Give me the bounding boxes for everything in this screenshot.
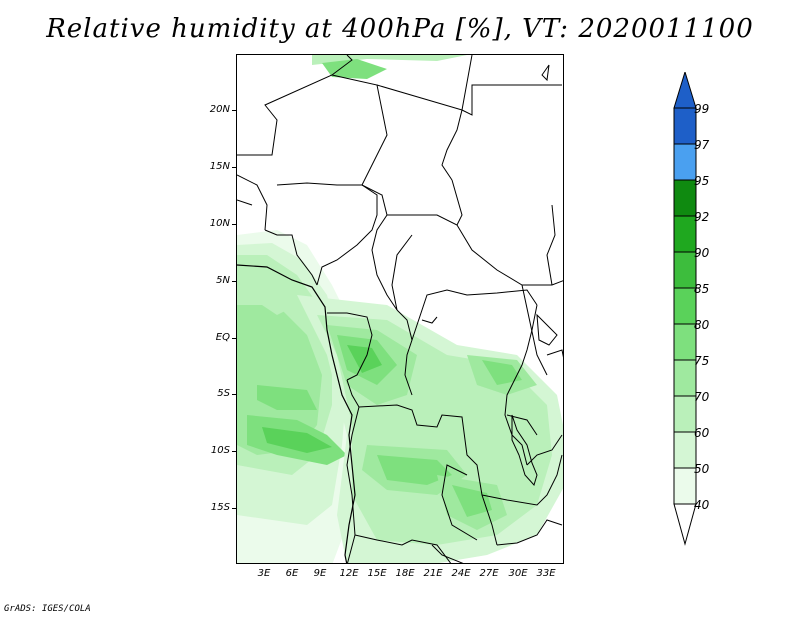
lat-label-20n: 20N bbox=[209, 104, 230, 115]
lon-label-30e: 30E bbox=[508, 568, 528, 579]
lon-label-3e: 3E bbox=[257, 568, 271, 579]
colorbar-segment-85 bbox=[673, 287, 697, 325]
grads-credit: GrADS: IGES/COLA bbox=[4, 604, 91, 614]
lat-label-10n: 10N bbox=[209, 218, 230, 229]
colorbar-bottom-arrow bbox=[673, 503, 697, 546]
lat-label-5s: 5S bbox=[217, 388, 230, 399]
lon-label-24e: 24E bbox=[451, 568, 471, 579]
colorbar-segment-92 bbox=[673, 215, 697, 253]
lat-label-eq: EQ bbox=[215, 332, 230, 343]
colorbar-segment-80 bbox=[673, 323, 697, 361]
lat-tick bbox=[232, 451, 236, 452]
colorbar-segment-95 bbox=[673, 179, 697, 217]
colorbar-label-60: 60 bbox=[694, 426, 710, 440]
colorbar-label-99: 99 bbox=[694, 102, 710, 116]
lon-label-18e: 18E bbox=[395, 568, 415, 579]
lat-label-15n: 15N bbox=[209, 161, 230, 172]
lat-label-15s: 15S bbox=[210, 502, 230, 513]
lat-tick bbox=[232, 224, 236, 225]
lon-label-21e: 21E bbox=[423, 568, 443, 579]
lat-tick bbox=[232, 281, 236, 282]
colorbar bbox=[673, 72, 697, 546]
colorbar-segment-50 bbox=[673, 467, 697, 505]
lat-label-10s: 10S bbox=[210, 445, 230, 456]
lat-tick bbox=[232, 167, 236, 168]
colorbar-label-95: 95 bbox=[694, 174, 710, 188]
colorbar-segment-60 bbox=[673, 431, 697, 469]
colorbar-label-50: 50 bbox=[694, 462, 710, 476]
colorbar-segment-70 bbox=[673, 395, 697, 433]
lat-tick bbox=[232, 394, 236, 395]
lon-label-15e: 15E bbox=[367, 568, 387, 579]
lon-label-33e: 33E bbox=[536, 568, 556, 579]
lon-label-27e: 27E bbox=[479, 568, 499, 579]
lon-label-6e: 6E bbox=[285, 568, 299, 579]
colorbar-top-arrow bbox=[673, 72, 697, 109]
colorbar-segment-97 bbox=[673, 143, 697, 181]
humidity-map bbox=[237, 55, 563, 563]
colorbar-label-90: 90 bbox=[694, 246, 710, 260]
colorbar-segment-99 bbox=[673, 107, 697, 145]
colorbar-label-40: 40 bbox=[694, 498, 710, 512]
lon-label-12e: 12E bbox=[339, 568, 359, 579]
map-title: Relative humidity at 400hPa [%], VT: 202… bbox=[46, 14, 754, 44]
colorbar-label-75: 75 bbox=[694, 354, 710, 368]
colorbar-label-97: 97 bbox=[694, 138, 710, 152]
colorbar-label-70: 70 bbox=[694, 390, 710, 404]
lat-tick bbox=[232, 338, 236, 339]
colorbar-label-92: 92 bbox=[694, 210, 710, 224]
lat-tick bbox=[232, 508, 236, 509]
colorbar-segment-75 bbox=[673, 359, 697, 397]
colorbar-segment-90 bbox=[673, 251, 697, 289]
map-panel bbox=[236, 54, 564, 564]
lon-label-9e: 9E bbox=[313, 568, 327, 579]
lat-tick bbox=[232, 110, 236, 111]
colorbar-label-85: 85 bbox=[694, 282, 710, 296]
humidity-shading bbox=[237, 55, 563, 563]
colorbar-label-80: 80 bbox=[694, 318, 710, 332]
lat-label-5n: 5N bbox=[216, 275, 230, 286]
country-boundaries bbox=[237, 55, 563, 563]
